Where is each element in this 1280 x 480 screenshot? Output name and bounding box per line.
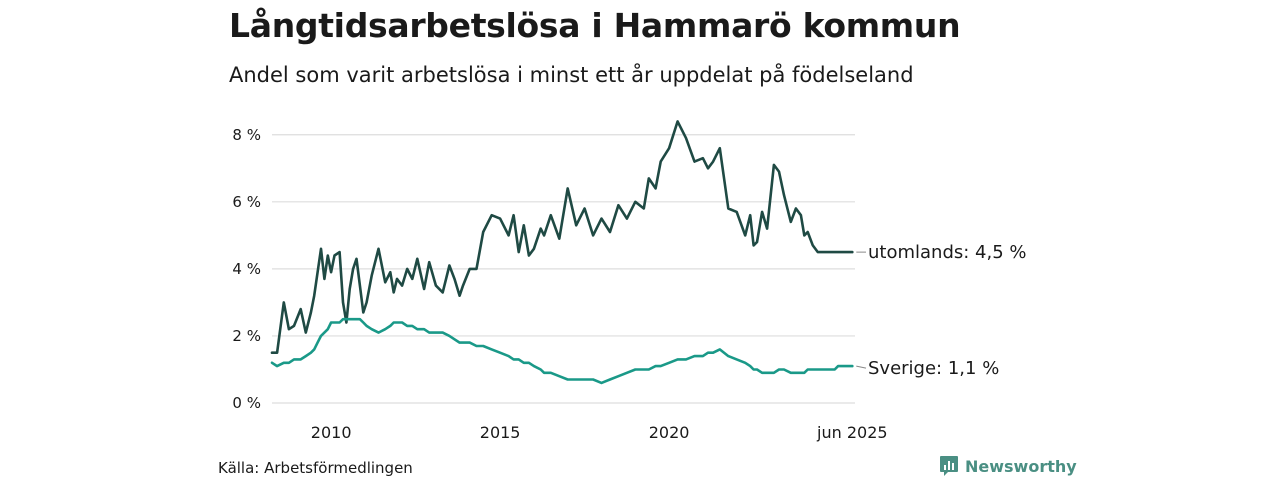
y-tick-label: 2 % bbox=[232, 327, 261, 345]
end-label-connector bbox=[856, 365, 867, 369]
source-note: Källa: Arbetsförmedlingen bbox=[218, 459, 413, 477]
y-tick-label: 4 % bbox=[232, 260, 261, 278]
end-label-sverige: Sverige: 1,1 % bbox=[868, 358, 999, 379]
y-tick-label: 8 % bbox=[232, 126, 261, 144]
series-end-labels: utomlands: 4,5 % Sverige: 1,1 % bbox=[856, 242, 1027, 379]
x-tick-label: 2010 bbox=[311, 423, 352, 442]
chart-subtitle: Andel som varit arbetslösa i minst ett å… bbox=[229, 63, 914, 87]
chart-title: Långtidsarbetslösa i Hammarö kommun bbox=[229, 6, 961, 45]
x-axis-ticks: 2010 2015 2020 jun 2025 bbox=[311, 423, 888, 442]
x-tick-label: jun 2025 bbox=[816, 423, 888, 442]
line-chart: 0 % 2 % 4 % 6 % 8 % 2010 2015 2020 jun 2025 uto… bbox=[232, 120, 1027, 442]
series-lines bbox=[270, 120, 854, 385]
x-tick-label: 2015 bbox=[480, 423, 521, 442]
series-line-utomlands bbox=[270, 120, 854, 355]
brand-name: Newsworthy bbox=[965, 456, 1077, 476]
brand-logo: Newsworthy bbox=[939, 455, 1077, 477]
series-line-sverige bbox=[270, 317, 854, 385]
y-tick-label: 6 % bbox=[232, 193, 261, 211]
end-label-utomlands: utomlands: 4,5 % bbox=[868, 242, 1027, 263]
newsworthy-icon bbox=[940, 456, 958, 476]
y-axis-ticks: 0 % 2 % 4 % 6 % 8 % bbox=[232, 126, 261, 412]
y-tick-label: 0 % bbox=[232, 394, 261, 412]
x-tick-label: 2020 bbox=[649, 423, 690, 442]
gridlines bbox=[272, 134, 855, 404]
